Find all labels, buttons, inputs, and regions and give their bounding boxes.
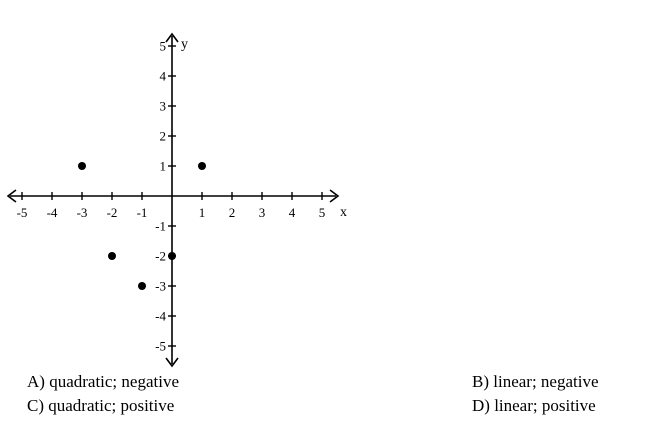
y-tick-label: -5: [155, 339, 166, 354]
data-point: [198, 162, 206, 170]
x-tick-label: -4: [47, 205, 58, 220]
x-tick-label: 2: [229, 205, 236, 220]
x-axis-label: x: [340, 205, 347, 220]
y-tick-label: -1: [155, 219, 166, 234]
x-tick-label: 4: [289, 205, 296, 220]
y-tick-label: 4: [160, 69, 167, 84]
x-tick-label: -3: [77, 205, 88, 220]
x-tick-label: 1: [199, 205, 206, 220]
y-axis-top-arrow: [165, 32, 179, 43]
data-point: [168, 252, 176, 260]
y-tick-label: 2: [160, 129, 167, 144]
x-tick-label: 3: [259, 205, 266, 220]
data-point: [108, 252, 116, 260]
x-axis-right-arrow: [329, 189, 340, 203]
y-axis-label: y: [181, 37, 188, 52]
x-tick-label: 5: [319, 205, 326, 220]
y-tick-label: -4: [155, 309, 166, 324]
answer-choice-b: B) linear; negative: [472, 372, 599, 391]
y-tick-label: -2: [155, 249, 166, 264]
x-tick-label: -1: [137, 205, 148, 220]
scatter-plot: -5 -4 -3 -2 -1 1 2 3 4 5 5 4 3 2 1 -1 -2 -3 -4 -5 x y: [6, 32, 347, 368]
answer-choice-c: C) quadratic; positive: [27, 396, 175, 415]
x-tick-label: -5: [17, 205, 28, 220]
answer-choice-d: D) linear; positive: [472, 396, 596, 415]
x-axis-left-arrow: [6, 189, 17, 203]
y-tick-label: -3: [155, 279, 166, 294]
y-tick-label: 5: [160, 39, 167, 54]
data-point: [78, 162, 86, 170]
x-tick-label: -2: [107, 205, 118, 220]
y-tick-label: 1: [160, 159, 167, 174]
y-tick-label: 3: [160, 99, 167, 114]
answer-choice-a: A) quadratic; negative: [27, 372, 179, 391]
data-point: [138, 282, 146, 290]
y-axis-bottom-arrow: [165, 357, 179, 368]
